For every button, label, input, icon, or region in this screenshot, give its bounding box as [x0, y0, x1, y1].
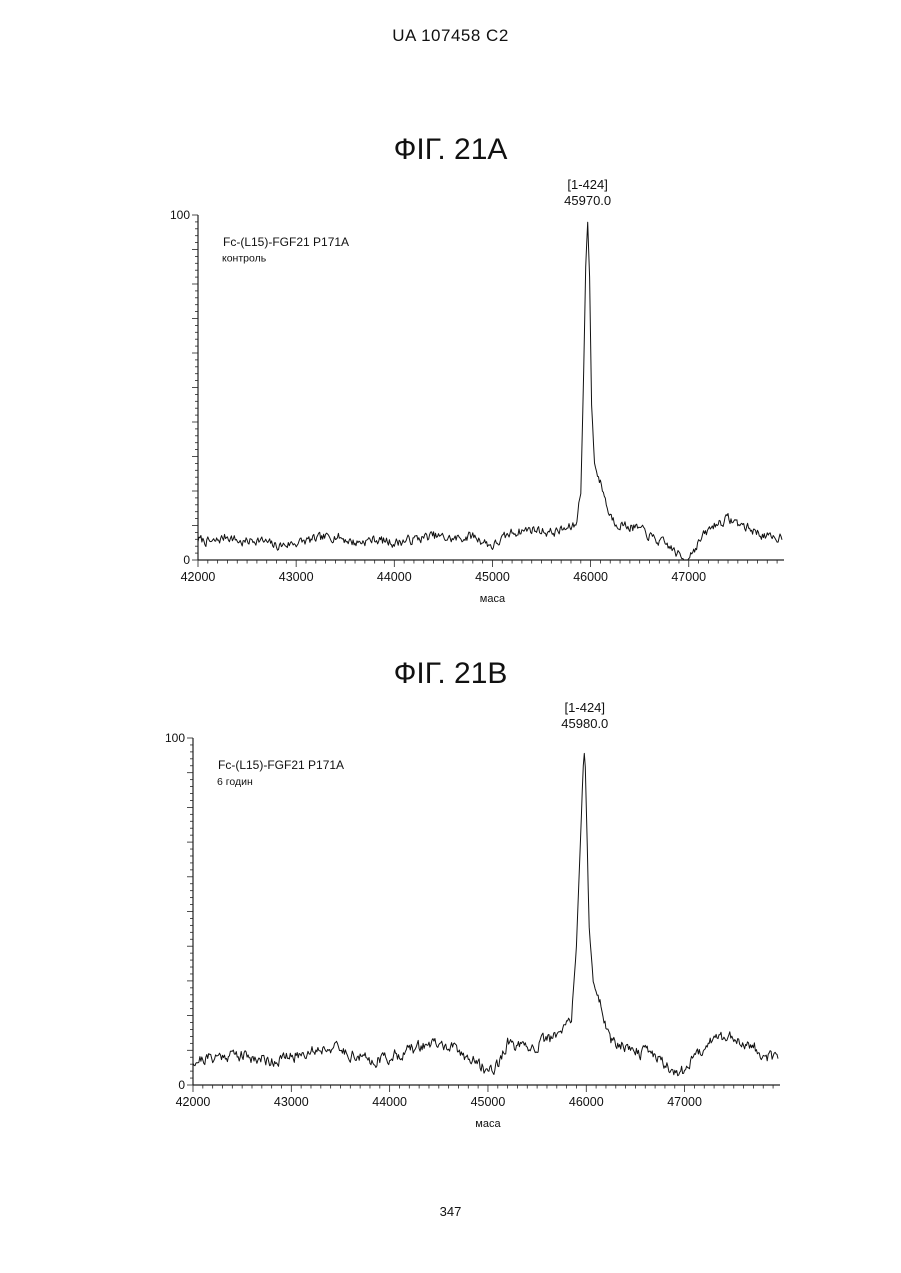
x-axis-label: маса [480, 593, 506, 605]
x-axis-label: маса [475, 1118, 501, 1130]
x-tick-label: 43000 [279, 570, 314, 584]
x-tick-label: 44000 [377, 570, 412, 584]
sample-condition-label: 6 годин [217, 776, 253, 788]
figure-21a-title: ФІГ. 21A [0, 133, 901, 167]
x-tick-label: 44000 [372, 1095, 407, 1109]
x-tick-label: 46000 [573, 570, 608, 584]
y-tick-label: 100 [165, 731, 185, 745]
x-tick-label: 42000 [181, 570, 216, 584]
figure-21b-title: ФІГ. 21В [0, 657, 901, 691]
peak-mass-label: 45970.0 [564, 193, 611, 208]
peak-range-label: [1-424] [565, 700, 605, 715]
y-tick-label: 0 [183, 553, 190, 567]
peak-range-label: [1-424] [567, 177, 607, 192]
x-tick-label: 45000 [475, 570, 510, 584]
x-tick-label: 43000 [274, 1095, 309, 1109]
x-tick-label: 47000 [667, 1095, 702, 1109]
figure-21a-mass-spectrum: 0 100 42000 43000 44000 45000 46000 47000 маса Fc… [0, 170, 901, 620]
y-tick-label: 0 [178, 1078, 185, 1092]
sample-name-label: Fc-(L15)-FGF21 P171A [218, 758, 344, 772]
x-tick-label: 46000 [569, 1095, 604, 1109]
spectrum-trace [198, 222, 782, 560]
page-number: 347 [0, 1204, 901, 1219]
sample-condition-label: контроль [222, 253, 267, 265]
x-tick-label: 45000 [471, 1095, 506, 1109]
x-tick-label: 47000 [671, 570, 706, 584]
peak-mass-label: 45980.0 [561, 716, 608, 731]
x-tick-label: 42000 [176, 1095, 211, 1109]
y-tick-label: 100 [170, 208, 190, 222]
spectrum-trace [193, 753, 778, 1075]
document-header: UA 107458 C2 [0, 26, 901, 46]
sample-name-label: Fc-(L15)-FGF21 P171A [223, 235, 349, 249]
figure-21b-mass-spectrum: 0 100 42000 43000 44000 45000 46000 47000 маса Fc… [0, 695, 901, 1145]
